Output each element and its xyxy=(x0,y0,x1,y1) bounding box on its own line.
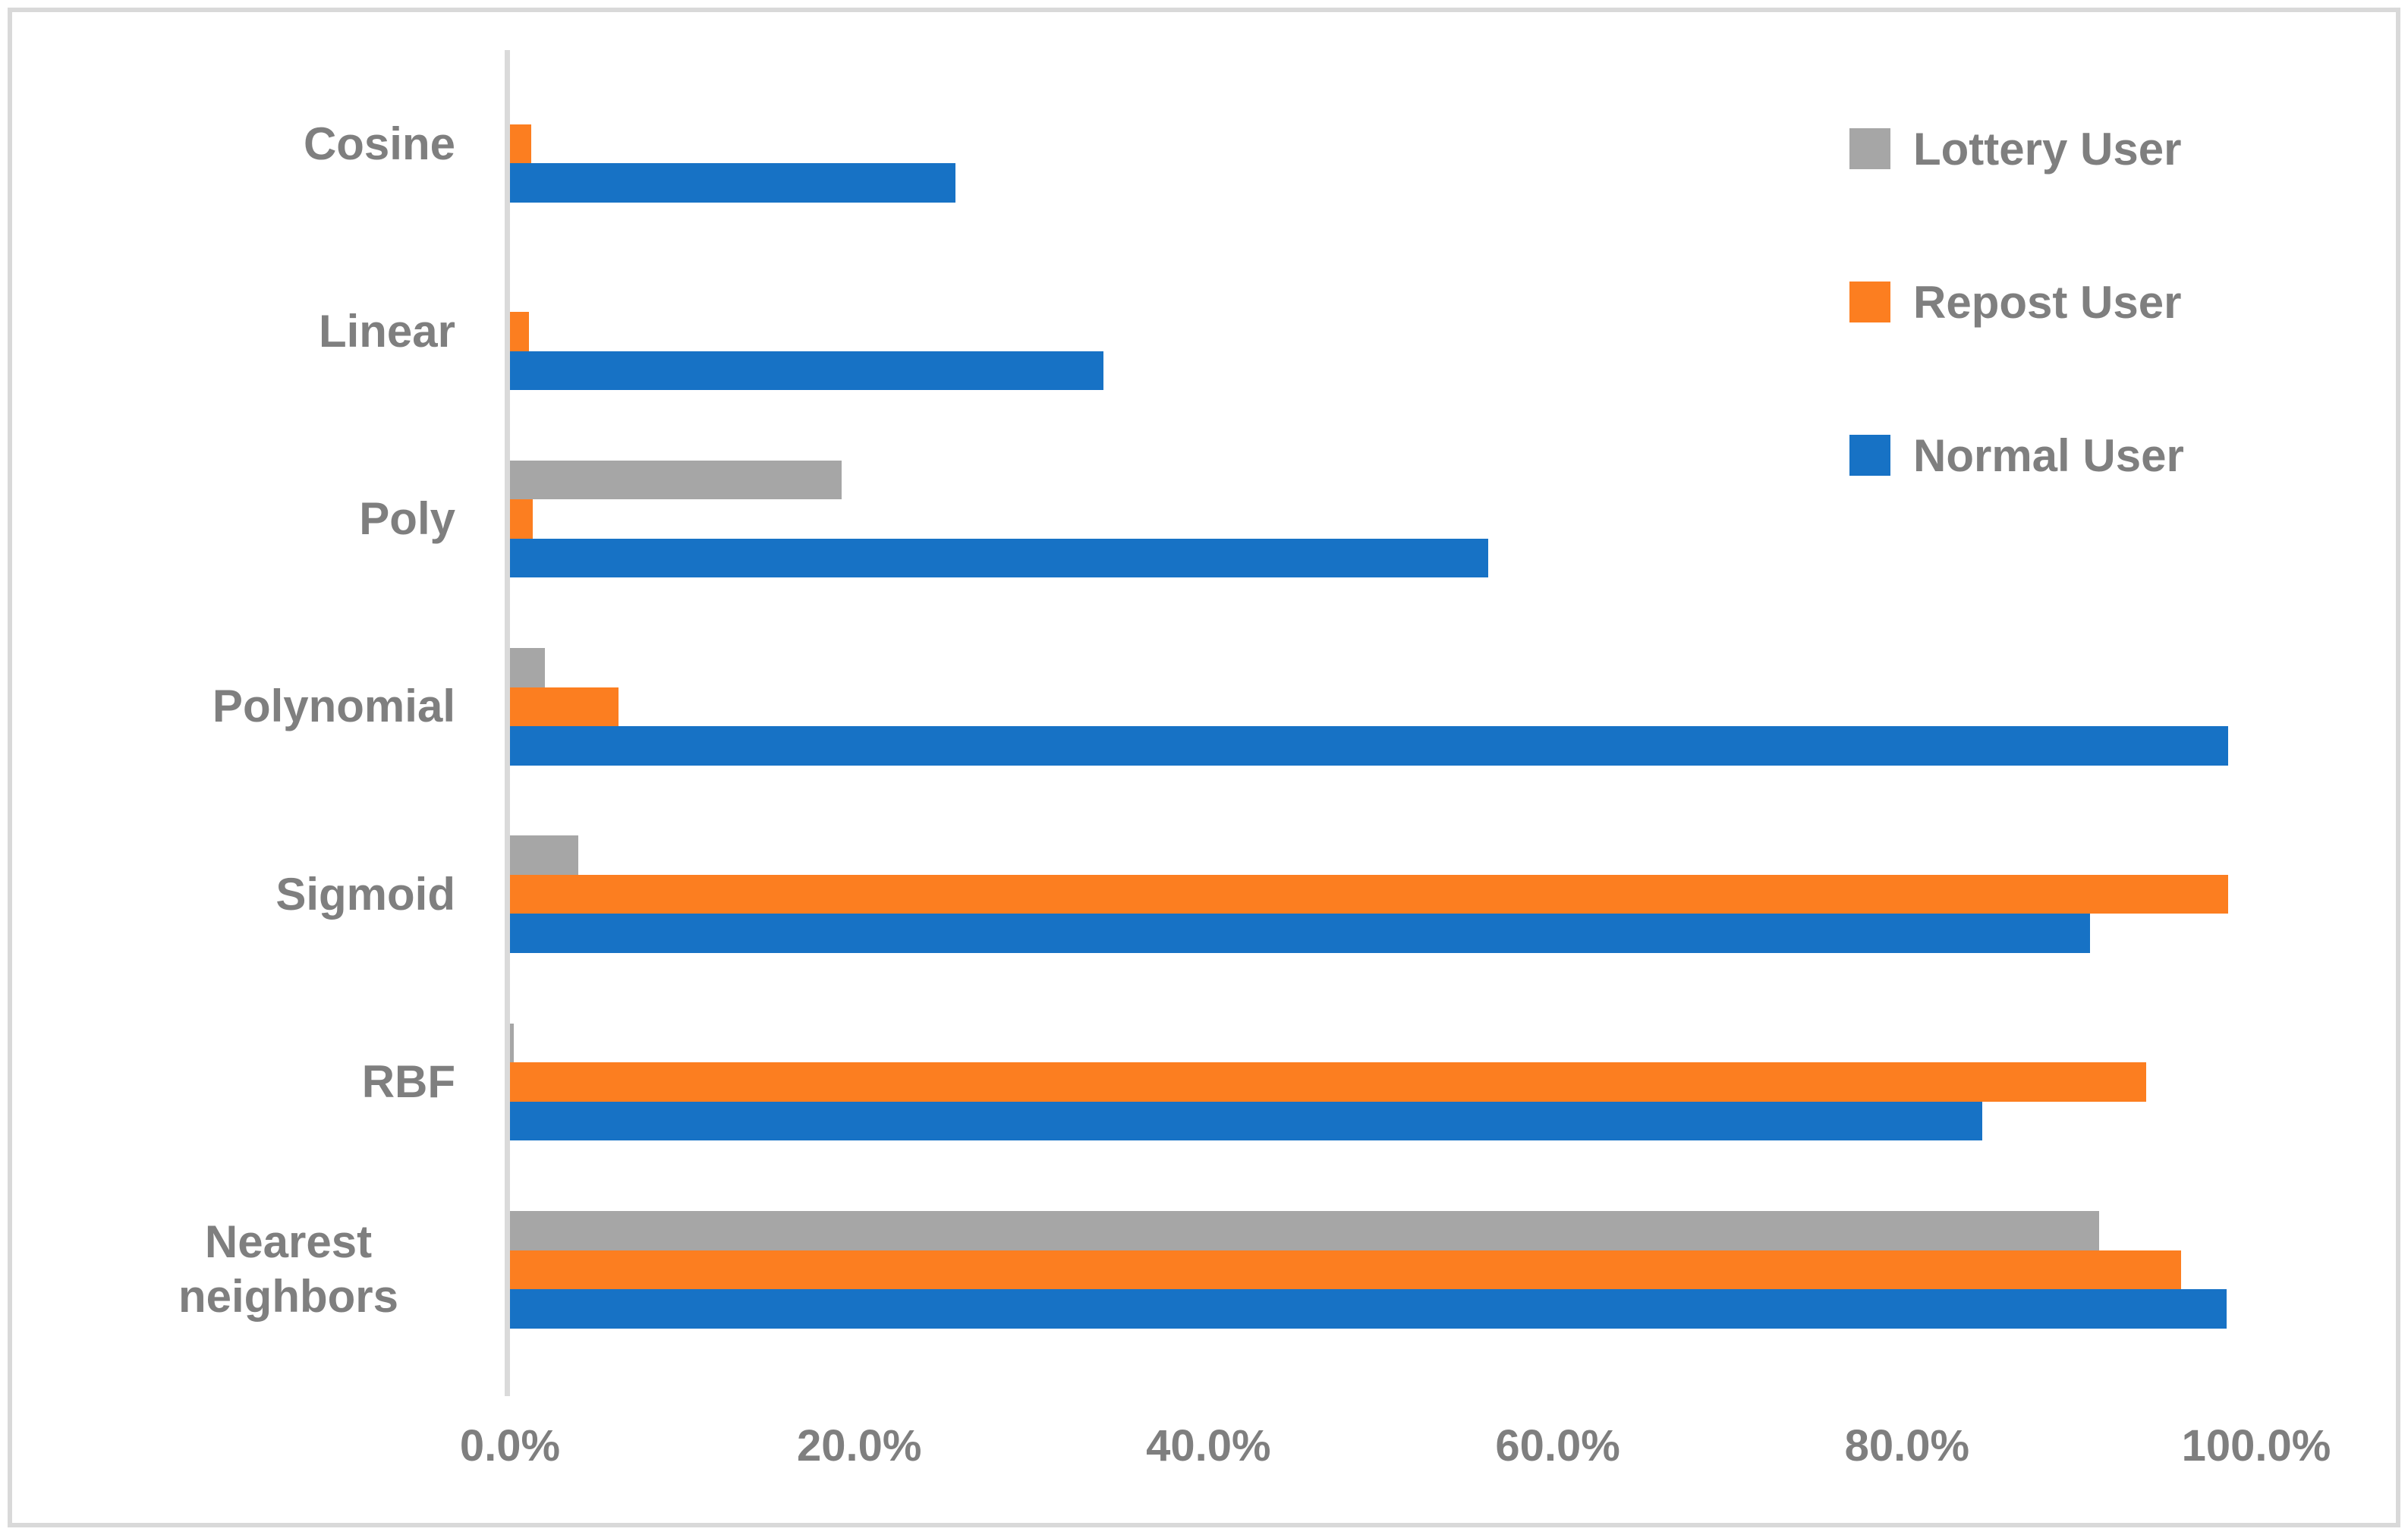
x-tick-label: 80.0% xyxy=(1844,1421,1970,1471)
x-tick-label: 0.0% xyxy=(459,1421,561,1471)
bar-repost-user-nearest-neighbors xyxy=(510,1250,2182,1290)
bar-lottery-user-poly xyxy=(510,460,842,500)
legend-swatch-icon xyxy=(1849,128,1890,169)
bar-normal-user-polynomial xyxy=(510,726,2229,766)
x-tick-label: 20.0% xyxy=(796,1421,922,1471)
legend-label: Normal User xyxy=(1913,429,2184,481)
bar-normal-user-cosine xyxy=(510,163,955,203)
legend: Lottery User Repost User Normal User xyxy=(1849,124,2184,586)
category-label-linear: Linear xyxy=(0,237,455,425)
bar-lottery-user-polynomial xyxy=(510,648,546,687)
category-label-rbf: RBF xyxy=(0,988,455,1175)
category-label-polynomial: Polynomial xyxy=(0,613,455,801)
bar-normal-user-sigmoid xyxy=(510,914,2091,953)
legend-item-repost-user: Repost User xyxy=(1849,277,2184,328)
bar-lottery-user-sigmoid xyxy=(510,835,578,875)
category-label-text: Nearest neighbors xyxy=(178,1216,398,1323)
legend-label: Repost User xyxy=(1913,276,2182,328)
category-label-text: Poly xyxy=(359,493,455,545)
bar-lottery-user-rbf xyxy=(510,1023,514,1063)
bar-repost-user-linear xyxy=(510,312,530,351)
legend-label: Lottery User xyxy=(1913,123,2182,175)
bar-normal-user-rbf xyxy=(510,1101,1982,1141)
bar-repost-user-cosine xyxy=(510,124,531,164)
category-label-text: Cosine xyxy=(303,118,455,169)
category-label-text: Linear xyxy=(318,305,455,357)
bar-normal-user-linear xyxy=(510,351,1104,391)
legend-item-normal-user: Normal User xyxy=(1849,430,2184,481)
bar-repost-user-rbf xyxy=(510,1062,2147,1102)
x-tick-label: 40.0% xyxy=(1146,1421,1271,1471)
bar-lottery-user-nearest-neighbors xyxy=(510,1211,2099,1250)
bar-normal-user-nearest-neighbors xyxy=(510,1289,2227,1329)
legend-swatch-icon xyxy=(1849,282,1890,322)
category-label-text: Polynomial xyxy=(212,681,455,732)
legend-item-lottery-user: Lottery User xyxy=(1849,124,2184,175)
bar-group-polynomial xyxy=(510,613,2256,801)
category-label-nearest-neighbors: Nearest neighbors xyxy=(0,1176,455,1364)
bar-group-cosine xyxy=(510,50,2256,237)
x-tick-label: 60.0% xyxy=(1495,1421,1620,1471)
bar-repost-user-polynomial xyxy=(510,687,619,727)
category-label-text: Sigmoid xyxy=(275,868,455,920)
y-axis-line xyxy=(505,50,510,1396)
y-axis-labels: Cosine Linear Poly Polynomial Sigmoid RBF Near… xyxy=(0,50,455,1364)
category-label-cosine: Cosine xyxy=(0,50,455,237)
legend-swatch-icon xyxy=(1849,435,1890,476)
bar-group-nearest-neighbors xyxy=(510,1176,2256,1364)
bar-normal-user-poly xyxy=(510,538,1488,578)
bar-group-linear xyxy=(510,237,2256,425)
bar-group-poly xyxy=(510,426,2256,613)
x-tick-label: 100.0% xyxy=(2181,1421,2331,1471)
bar-repost-user-sigmoid xyxy=(510,874,2229,914)
bar-repost-user-poly xyxy=(510,499,533,539)
x-axis: 0.0% 20.0% 40.0% 60.0% 80.0% 100.0% xyxy=(460,1420,2331,1481)
category-label-poly: Poly xyxy=(0,426,455,613)
plot-area xyxy=(510,50,2256,1364)
bar-group-rbf xyxy=(510,988,2256,1175)
category-label-sigmoid: Sigmoid xyxy=(0,801,455,988)
bar-group-sigmoid xyxy=(510,801,2256,988)
category-label-text: RBF xyxy=(361,1056,455,1108)
